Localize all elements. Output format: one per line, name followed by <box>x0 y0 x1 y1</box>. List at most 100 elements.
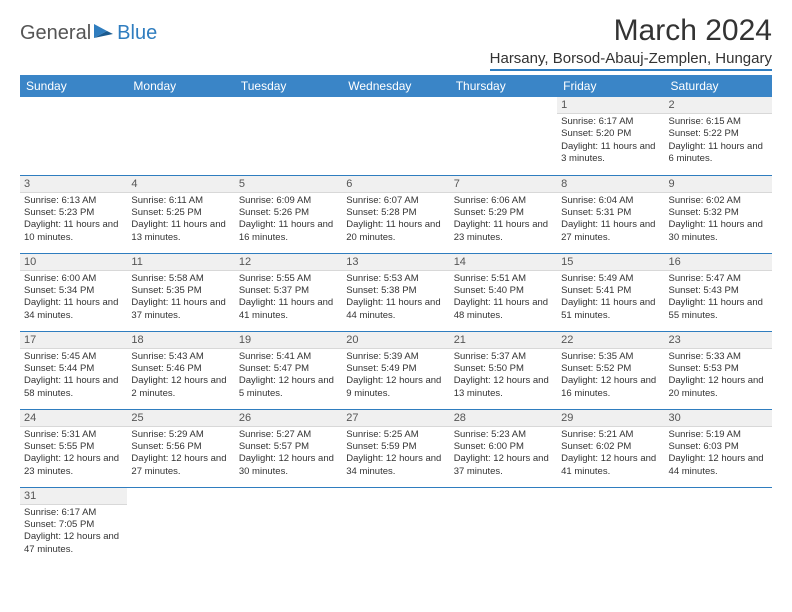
day-number: 10 <box>20 254 127 271</box>
sunrise-text: Sunrise: 6:04 AM <box>561 195 660 207</box>
daylight-text: Daylight: 11 hours and 41 minutes. <box>239 297 338 322</box>
day-number: 17 <box>20 332 127 349</box>
sunrise-text: Sunrise: 5:31 AM <box>24 429 123 441</box>
day-cell: 26Sunrise: 5:27 AMSunset: 5:57 PMDayligh… <box>235 409 342 487</box>
weekday-header: Sunday <box>20 75 127 97</box>
daylight-text: Daylight: 12 hours and 2 minutes. <box>131 375 230 400</box>
daylight-text: Daylight: 12 hours and 23 minutes. <box>24 453 123 478</box>
day-cell: 27Sunrise: 5:25 AMSunset: 5:59 PMDayligh… <box>342 409 449 487</box>
daylight-text: Daylight: 11 hours and 48 minutes. <box>454 297 553 322</box>
daylight-text: Daylight: 12 hours and 27 minutes. <box>131 453 230 478</box>
sunrise-text: Sunrise: 6:06 AM <box>454 195 553 207</box>
day-cell <box>235 97 342 175</box>
sunrise-text: Sunrise: 6:00 AM <box>24 273 123 285</box>
sunrise-text: Sunrise: 5:27 AM <box>239 429 338 441</box>
day-number <box>557 488 664 492</box>
daylight-text: Daylight: 12 hours and 47 minutes. <box>24 531 123 556</box>
day-body: Sunrise: 5:29 AMSunset: 5:56 PMDaylight:… <box>127 427 234 482</box>
sunset-text: Sunset: 5:35 PM <box>131 285 230 297</box>
day-body: Sunrise: 6:13 AMSunset: 5:23 PMDaylight:… <box>20 193 127 248</box>
sunrise-text: Sunrise: 5:21 AM <box>561 429 660 441</box>
day-number <box>665 488 772 492</box>
sunrise-text: Sunrise: 5:33 AM <box>669 351 768 363</box>
day-number: 30 <box>665 410 772 427</box>
sunset-text: Sunset: 5:43 PM <box>669 285 768 297</box>
day-body: Sunrise: 5:39 AMSunset: 5:49 PMDaylight:… <box>342 349 449 404</box>
day-cell <box>20 97 127 175</box>
sunrise-text: Sunrise: 5:49 AM <box>561 273 660 285</box>
daylight-text: Daylight: 12 hours and 16 minutes. <box>561 375 660 400</box>
day-cell: 9Sunrise: 6:02 AMSunset: 5:32 PMDaylight… <box>665 175 772 253</box>
sunset-text: Sunset: 5:28 PM <box>346 207 445 219</box>
sunset-text: Sunset: 6:03 PM <box>669 441 768 453</box>
day-cell: 24Sunrise: 5:31 AMSunset: 5:55 PMDayligh… <box>20 409 127 487</box>
sunset-text: Sunset: 5:59 PM <box>346 441 445 453</box>
day-cell: 17Sunrise: 5:45 AMSunset: 5:44 PMDayligh… <box>20 331 127 409</box>
logo-text-blue: Blue <box>117 22 157 45</box>
day-number: 28 <box>450 410 557 427</box>
day-number <box>235 97 342 101</box>
daylight-text: Daylight: 11 hours and 30 minutes. <box>669 219 768 244</box>
day-cell: 31Sunrise: 6:17 AMSunset: 7:05 PMDayligh… <box>20 487 127 565</box>
day-number: 23 <box>665 332 772 349</box>
sunset-text: Sunset: 5:32 PM <box>669 207 768 219</box>
sunrise-text: Sunrise: 6:17 AM <box>561 116 660 128</box>
title-block: March 2024 Harsany, Borsod-Abauj-Zemplen… <box>490 14 772 71</box>
sunrise-text: Sunrise: 5:39 AM <box>346 351 445 363</box>
day-body: Sunrise: 5:27 AMSunset: 5:57 PMDaylight:… <box>235 427 342 482</box>
day-number: 31 <box>20 488 127 505</box>
sunrise-text: Sunrise: 5:45 AM <box>24 351 123 363</box>
sunset-text: Sunset: 5:37 PM <box>239 285 338 297</box>
day-body: Sunrise: 5:47 AMSunset: 5:43 PMDaylight:… <box>665 271 772 326</box>
day-cell <box>450 487 557 565</box>
day-number: 4 <box>127 176 234 193</box>
daylight-text: Daylight: 11 hours and 6 minutes. <box>669 141 768 166</box>
day-body: Sunrise: 6:15 AMSunset: 5:22 PMDaylight:… <box>665 114 772 169</box>
day-cell: 16Sunrise: 5:47 AMSunset: 5:43 PMDayligh… <box>665 253 772 331</box>
sunrise-text: Sunrise: 5:55 AM <box>239 273 338 285</box>
day-number <box>20 97 127 101</box>
day-number: 11 <box>127 254 234 271</box>
sunset-text: Sunset: 5:53 PM <box>669 363 768 375</box>
sunrise-text: Sunrise: 6:02 AM <box>669 195 768 207</box>
sunrise-text: Sunrise: 5:29 AM <box>131 429 230 441</box>
daylight-text: Daylight: 11 hours and 13 minutes. <box>131 219 230 244</box>
day-number <box>450 488 557 492</box>
daylight-text: Daylight: 12 hours and 9 minutes. <box>346 375 445 400</box>
day-number: 2 <box>665 97 772 114</box>
day-number: 8 <box>557 176 664 193</box>
logo-flag-icon <box>93 22 115 45</box>
sunrise-text: Sunrise: 5:51 AM <box>454 273 553 285</box>
day-number: 19 <box>235 332 342 349</box>
day-body: Sunrise: 6:09 AMSunset: 5:26 PMDaylight:… <box>235 193 342 248</box>
daylight-text: Daylight: 11 hours and 37 minutes. <box>131 297 230 322</box>
sunset-text: Sunset: 5:26 PM <box>239 207 338 219</box>
sunrise-text: Sunrise: 6:15 AM <box>669 116 768 128</box>
day-body: Sunrise: 6:02 AMSunset: 5:32 PMDaylight:… <box>665 193 772 248</box>
day-cell: 19Sunrise: 5:41 AMSunset: 5:47 PMDayligh… <box>235 331 342 409</box>
week-row: 3Sunrise: 6:13 AMSunset: 5:23 PMDaylight… <box>20 175 772 253</box>
day-cell: 13Sunrise: 5:53 AMSunset: 5:38 PMDayligh… <box>342 253 449 331</box>
day-number: 13 <box>342 254 449 271</box>
sunrise-text: Sunrise: 5:25 AM <box>346 429 445 441</box>
day-body: Sunrise: 5:51 AMSunset: 5:40 PMDaylight:… <box>450 271 557 326</box>
day-number: 3 <box>20 176 127 193</box>
sunset-text: Sunset: 5:23 PM <box>24 207 123 219</box>
day-cell: 22Sunrise: 5:35 AMSunset: 5:52 PMDayligh… <box>557 331 664 409</box>
sunset-text: Sunset: 5:49 PM <box>346 363 445 375</box>
day-body: Sunrise: 6:04 AMSunset: 5:31 PMDaylight:… <box>557 193 664 248</box>
location-label: Harsany, Borsod-Abauj-Zemplen, Hungary <box>490 50 772 71</box>
sunset-text: Sunset: 5:22 PM <box>669 128 768 140</box>
sunrise-text: Sunrise: 5:41 AM <box>239 351 338 363</box>
weekday-header: Saturday <box>665 75 772 97</box>
daylight-text: Daylight: 12 hours and 37 minutes. <box>454 453 553 478</box>
weekday-header: Monday <box>127 75 234 97</box>
sunset-text: Sunset: 5:40 PM <box>454 285 553 297</box>
day-cell: 28Sunrise: 5:23 AMSunset: 6:00 PMDayligh… <box>450 409 557 487</box>
day-number: 14 <box>450 254 557 271</box>
day-number: 1 <box>557 97 664 114</box>
sunrise-text: Sunrise: 6:09 AM <box>239 195 338 207</box>
daylight-text: Daylight: 12 hours and 41 minutes. <box>561 453 660 478</box>
sunset-text: Sunset: 5:47 PM <box>239 363 338 375</box>
day-body: Sunrise: 5:35 AMSunset: 5:52 PMDaylight:… <box>557 349 664 404</box>
